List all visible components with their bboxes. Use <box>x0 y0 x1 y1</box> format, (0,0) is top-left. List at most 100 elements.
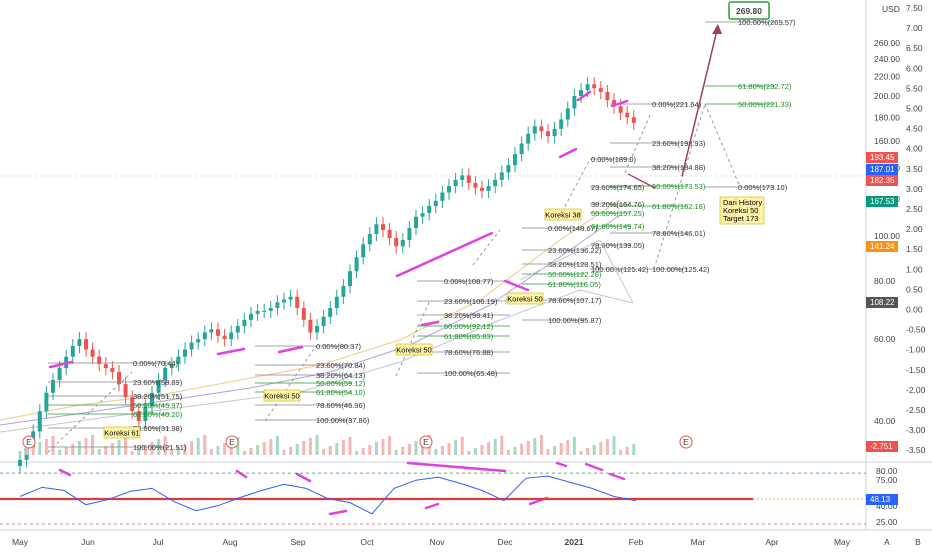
candle-body <box>559 119 564 129</box>
divergence-line <box>235 469 248 479</box>
fib-level-label: 100.00%(269.57) <box>738 18 796 27</box>
volume-bar <box>407 444 411 455</box>
candle-body <box>572 95 577 109</box>
auto-scale-button[interactable]: A <box>884 537 890 547</box>
divergence-line <box>295 472 312 483</box>
candle-body <box>169 364 174 369</box>
fib-level-label: 61.80%(40.20) <box>133 410 183 419</box>
projection-lines <box>47 24 741 453</box>
volume-bar <box>473 448 477 455</box>
projection-line <box>472 229 501 266</box>
annotation-tag <box>263 389 301 402</box>
indicator-tick-label: 2.50 <box>906 204 923 214</box>
candle-body <box>57 368 62 381</box>
correction-annotations: Koreksi 61 Koreksi 50 Koreksi 50 Koreksi 50… <box>103 196 765 439</box>
price-badge <box>866 152 898 163</box>
fib-level-label: 78.60%(146.01) <box>652 229 706 238</box>
divergence-line <box>576 90 592 102</box>
fib-level-label: 38.20%(184.88) <box>652 163 706 172</box>
candle-body <box>51 380 55 393</box>
volume-bar <box>91 435 95 455</box>
volume-bar <box>605 439 609 455</box>
time-tick-label: Aug <box>222 537 237 547</box>
candle-body <box>486 186 491 191</box>
candle-body <box>552 128 557 137</box>
target-arrow-head <box>712 24 722 34</box>
candle-body <box>433 200 438 206</box>
volume-bar <box>302 441 306 455</box>
candle-body <box>539 126 544 132</box>
time-tick-label: Apr <box>765 537 778 547</box>
volume-bar <box>506 450 510 455</box>
volume-bar <box>289 447 293 455</box>
fib-level-label: 61.80%(85.83) <box>444 332 494 341</box>
volume-bar <box>242 451 246 455</box>
volume-bar <box>44 439 48 455</box>
volume-bar <box>559 443 563 455</box>
divergence-line <box>584 462 604 472</box>
earnings-event-label: E <box>423 437 429 447</box>
candle-body <box>262 310 267 312</box>
volume-bar <box>203 435 207 455</box>
candle-body <box>407 228 412 241</box>
volume-bar <box>117 440 121 455</box>
volume-bar <box>361 448 365 455</box>
volume-bar <box>341 440 345 455</box>
time-tick-label: Oct <box>360 537 374 547</box>
volume-bar <box>533 438 537 455</box>
fib-level-label: 23.60%(58.89) <box>133 378 183 387</box>
divergence-line <box>610 99 629 108</box>
volume-bar <box>84 438 88 455</box>
candle-body <box>130 397 135 412</box>
fib-level-label: 23.60%(136.22) <box>548 246 602 255</box>
volume-bar <box>51 436 55 455</box>
fib-level-label: 61.80%(54.10) <box>316 388 366 397</box>
log-scale-button[interactable]: B <box>915 537 921 547</box>
divergence-line <box>555 461 568 468</box>
volume-bar <box>480 445 484 455</box>
volume-bar <box>520 444 524 455</box>
volume-bar <box>355 451 359 455</box>
price-badge <box>866 297 898 308</box>
volume-bar <box>18 451 22 455</box>
candle-body <box>90 349 95 357</box>
candle-body <box>229 332 234 340</box>
volume-bar <box>31 445 35 455</box>
candle-body <box>420 213 425 217</box>
fib-level-label: 100.00%(125.42) <box>652 265 710 274</box>
price-badge-label: 141.24 <box>870 242 895 251</box>
divergence-line <box>406 461 507 473</box>
target-value: 269.80 <box>736 6 762 16</box>
price-tick-label: 180.00 <box>874 112 900 122</box>
volume-bar <box>256 445 260 455</box>
volume-bar <box>368 445 372 455</box>
price-tick-label: 80.00 <box>874 276 896 286</box>
earnings-event-marker <box>225 435 239 449</box>
annotation-tag <box>544 208 582 221</box>
candle-body <box>301 307 306 320</box>
candle-body <box>268 307 273 311</box>
volume-bar <box>374 442 378 455</box>
time-tick-label: 2021 <box>565 537 584 547</box>
price-badge-label: 182.35 <box>870 176 895 185</box>
indicator-tick-label: 6.50 <box>906 43 923 53</box>
volume-bar <box>322 449 326 455</box>
candle-body <box>176 356 181 365</box>
fib-level-label: 61.80%(149.74) <box>591 222 645 231</box>
candle-body <box>612 100 616 107</box>
fib-level-label: 38.20%(128.51) <box>548 260 602 269</box>
candle-body <box>400 240 405 247</box>
volume-bar <box>104 446 108 455</box>
candle-body <box>44 392 49 412</box>
candle-body <box>453 179 458 187</box>
candle-body <box>222 335 227 340</box>
oscillator-value-badge <box>866 494 898 505</box>
divergence-line <box>608 472 626 481</box>
fib-level-label: 50.00%(221.33) <box>738 100 792 109</box>
fib-level-label: 78.60%(46.96) <box>316 401 366 410</box>
volume-bar <box>223 443 227 455</box>
fib-level-label: 61.80%(232.72) <box>738 82 792 91</box>
